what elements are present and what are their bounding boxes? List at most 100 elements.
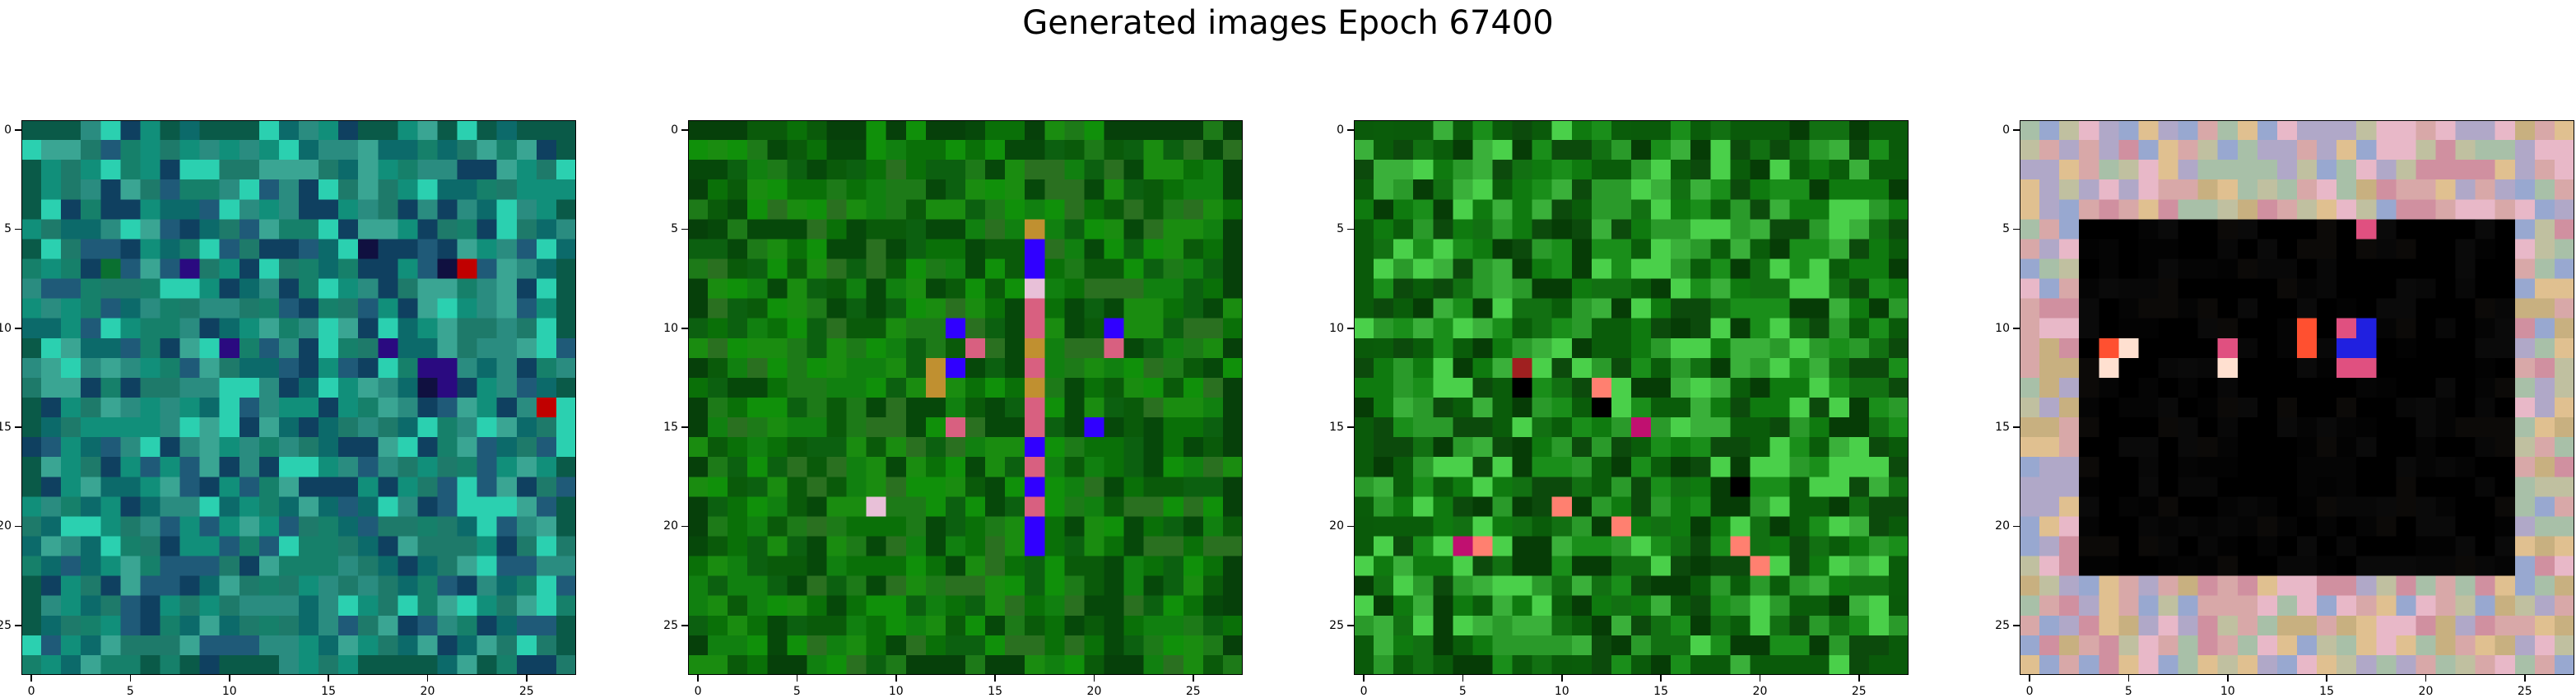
- pixel: [925, 140, 946, 161]
- pixel: [1848, 337, 1870, 359]
- pixel: [886, 278, 907, 300]
- pixel: [199, 357, 221, 379]
- pixel: [179, 298, 201, 319]
- pixel: [1374, 199, 1394, 220]
- pixel: [1868, 219, 1890, 240]
- pixel: [1789, 536, 1811, 557]
- pixel: [516, 219, 537, 240]
- pixel: [41, 635, 62, 656]
- pixel: [846, 477, 867, 497]
- pixel: [219, 615, 240, 636]
- pixel: [2020, 654, 2040, 675]
- pixel: [1512, 179, 1533, 200]
- pixel: [516, 417, 537, 438]
- pixel: [437, 160, 458, 180]
- pixel: [747, 140, 768, 161]
- pixel: [866, 239, 887, 259]
- pixel: [100, 239, 121, 259]
- pixel: [1143, 477, 1165, 497]
- pixel: [2475, 337, 2496, 359]
- pixel: [1453, 318, 1473, 339]
- pixel: [1591, 199, 1612, 220]
- pixel: [2099, 615, 2119, 636]
- pixel: [1222, 496, 1243, 517]
- pixel: [1393, 437, 1414, 458]
- pixel: [1631, 654, 1652, 675]
- pixel: [61, 595, 81, 617]
- pixel: [1868, 357, 1890, 379]
- pixel: [1202, 140, 1224, 161]
- pixel: [2257, 496, 2278, 517]
- pixel: [2435, 377, 2457, 398]
- pixel: [120, 477, 141, 497]
- pixel: [2317, 635, 2337, 656]
- pixel: [1163, 635, 1184, 656]
- pixel: [378, 516, 398, 537]
- pixel: [905, 377, 927, 398]
- pixel: [1611, 457, 1632, 477]
- pixel: [2138, 258, 2159, 280]
- pixel: [1064, 179, 1085, 200]
- pixel: [2435, 398, 2457, 418]
- pixel: [1829, 239, 1850, 259]
- pixel: [2178, 575, 2199, 597]
- pixel: [358, 318, 379, 339]
- pixel: [2317, 654, 2337, 675]
- pixel: [1551, 516, 1573, 537]
- pixel: [2297, 357, 2318, 379]
- pixel: [1532, 298, 1553, 319]
- pixel: [2455, 536, 2476, 557]
- pixel: [2197, 160, 2219, 180]
- pixel: [1868, 536, 1890, 557]
- pixel: [2059, 437, 2080, 458]
- pixel: [1551, 239, 1573, 259]
- pixel: [1064, 635, 1085, 656]
- pixel: [866, 219, 887, 240]
- pixel: [1453, 179, 1473, 200]
- pixel: [1393, 199, 1414, 220]
- pixel: [437, 536, 458, 557]
- pixel: [120, 536, 141, 557]
- pixel: [258, 239, 280, 259]
- pixel: [2138, 160, 2159, 180]
- pixel: [258, 615, 280, 636]
- pixel: [299, 278, 319, 300]
- pixel: [358, 278, 379, 300]
- pixel: [21, 140, 42, 161]
- pixel: [1183, 654, 1204, 675]
- pixel: [1710, 357, 1731, 379]
- pixel: [2257, 357, 2278, 379]
- pixel: [556, 417, 576, 438]
- pixel: [826, 437, 848, 458]
- pixel: [100, 398, 121, 418]
- pixel: [2118, 357, 2139, 379]
- pixel: [160, 556, 181, 577]
- pixel: [1631, 377, 1652, 398]
- pixel: [2276, 219, 2298, 240]
- pixel: [219, 556, 240, 577]
- pixel: [708, 417, 728, 438]
- pixel: [945, 556, 966, 577]
- pixel: [219, 477, 240, 497]
- pixel: [319, 120, 339, 141]
- pixel: [2534, 357, 2555, 379]
- pixel: [1829, 437, 1850, 458]
- pixel: [2217, 417, 2239, 438]
- pixel: [866, 357, 887, 379]
- pixel: [299, 477, 319, 497]
- pixel: [2356, 516, 2377, 537]
- pixel: [2416, 377, 2436, 398]
- pixel: [728, 477, 748, 497]
- pixel: [219, 120, 240, 141]
- pixel: [1888, 556, 1909, 577]
- pixel: [2317, 120, 2337, 141]
- pixel: [2495, 635, 2516, 656]
- pixel: [2118, 496, 2139, 517]
- pixel: [688, 318, 709, 339]
- pixel: [985, 337, 1006, 359]
- pixel: [1690, 298, 1711, 319]
- pixel: [61, 398, 81, 418]
- pixel: [1651, 160, 1672, 180]
- pixel: [199, 318, 221, 339]
- pixel: [1005, 160, 1025, 180]
